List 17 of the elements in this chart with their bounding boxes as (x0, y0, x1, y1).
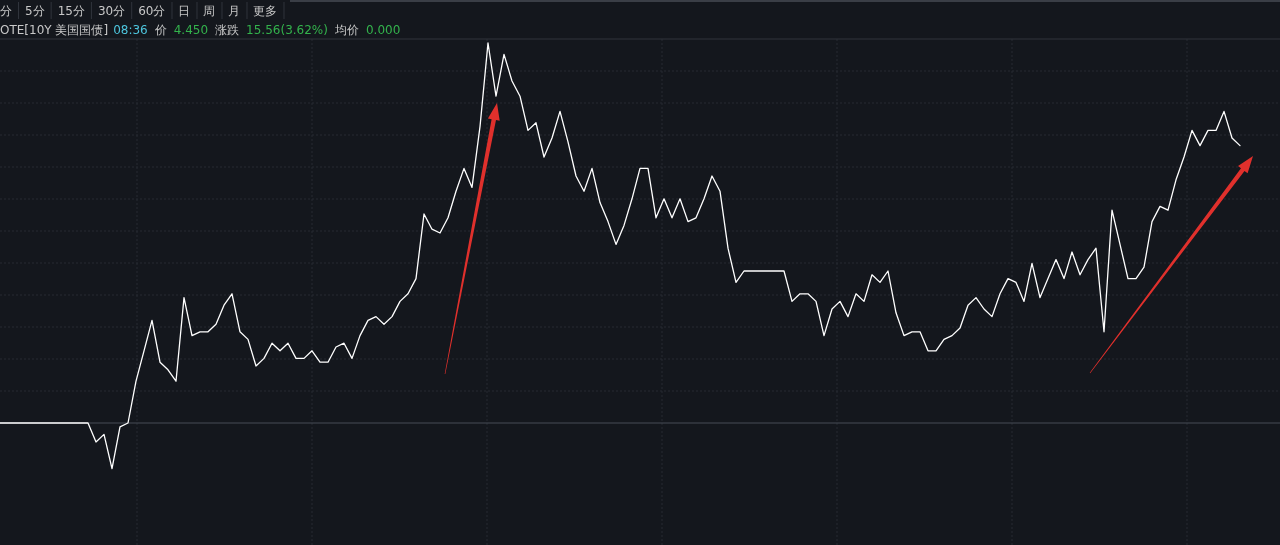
text: 08:36 (113, 23, 148, 37)
text: 分 (0, 4, 12, 18)
text: 4.450 (173, 23, 209, 37)
chart-title: OTE[10Y 美国国债] (0, 23, 109, 37)
text: 5分 (25, 4, 45, 18)
text: 月 (228, 4, 241, 18)
text: 更多 (253, 4, 278, 18)
text: 涨跌 (215, 23, 240, 37)
text: 30分 (97, 4, 126, 18)
text: 周 (203, 4, 216, 18)
text: 15分 (57, 4, 85, 18)
text: 价 (153, 23, 167, 37)
text: 日 (178, 4, 191, 18)
text: 0.000 (365, 23, 401, 37)
text: 60分 (138, 4, 166, 18)
text: 15.56(3.62%) (246, 23, 328, 37)
text: 均价 (333, 23, 359, 37)
